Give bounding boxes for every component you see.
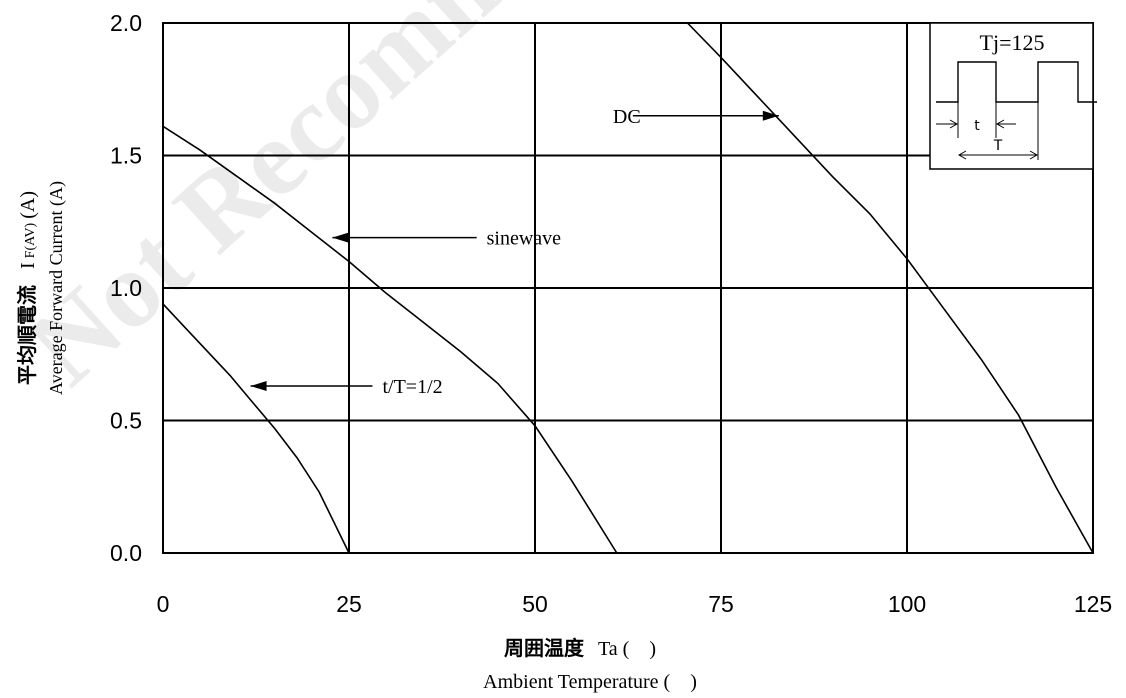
x-axis-title: 周囲温度 Ta ( ): [504, 636, 656, 660]
inset-T-label: T: [993, 138, 1003, 154]
y-tick-labels: 0.0 0.5 1.0 1.5 2.0: [110, 10, 142, 566]
annotation-label-t-t-1-2: t/T=1/2: [382, 376, 442, 398]
x-tick-label-5: 125: [1074, 591, 1112, 617]
series-line-t-t-1-2: [162, 303, 350, 554]
annotations: DC sinewave t/T=1/2: [250, 106, 779, 398]
x-tick-label-1: 25: [336, 591, 362, 617]
series-line-sinewave: [162, 125, 618, 554]
annotation-arrowhead-sinewave: [332, 232, 349, 243]
y-tick-label-4: 2.0: [110, 10, 142, 36]
y-tick-label-0: 0.0: [110, 540, 142, 566]
plot-frame: [162, 22, 1094, 554]
annotation-label-sinewave: sinewave: [487, 228, 562, 250]
x-axis-title-jp: 周囲温度: [504, 636, 585, 660]
y-tick-label-2: 1.0: [110, 275, 142, 301]
T-span-arrow-right-head: [1029, 150, 1039, 160]
x-tick-label-2: 50: [522, 591, 548, 617]
inset-t-label: t: [974, 118, 980, 134]
series-line-dc: [686, 22, 1094, 554]
x-tick-label-3: 75: [708, 591, 734, 617]
y-axis-title-subscript: F(AV): [23, 222, 38, 258]
annotation-arrowhead-t-t-1-2: [250, 381, 267, 392]
x-tick-label-4: 100: [888, 591, 926, 617]
y-axis-title-jp: 平均順電流: [15, 285, 39, 385]
inset-pulse-diagram: Tj=125 t T: [929, 22, 1097, 170]
annotation-label-dc: DC: [613, 106, 641, 128]
y-tick-label-1: 0.5: [110, 408, 142, 434]
y-tick-label-3: 1.5: [110, 143, 142, 169]
x-tick-label-0: 0: [157, 591, 170, 617]
inset-frame: [929, 22, 1094, 170]
y-axis-title-symbol: I: [17, 262, 39, 269]
y-axis-title: 平均順電流 I F(AV) (A): [15, 191, 39, 385]
annotation-arrowhead-dc: [762, 110, 779, 121]
x-axis-title-symbol: Ta ( ): [598, 638, 656, 660]
x-tick-labels: 0 25 50 75 100 125: [157, 591, 1113, 617]
pulse-waveform: [936, 61, 1097, 103]
y-axis-title-unit: (A): [17, 191, 39, 219]
watermark: Not Recommended: [4, 0, 751, 408]
curves: [162, 22, 1094, 554]
inset-title: Tj=125: [980, 30, 1045, 55]
T-span-arrow-left-head: [957, 150, 967, 160]
t-arrow-in-left-head: [949, 119, 959, 129]
y-axis-title-en: Average Forward Current (A): [46, 181, 67, 395]
t-arrow-in-right-head: [995, 119, 1005, 129]
x-axis-title-en: Ambient Temperature ( ): [483, 671, 697, 693]
